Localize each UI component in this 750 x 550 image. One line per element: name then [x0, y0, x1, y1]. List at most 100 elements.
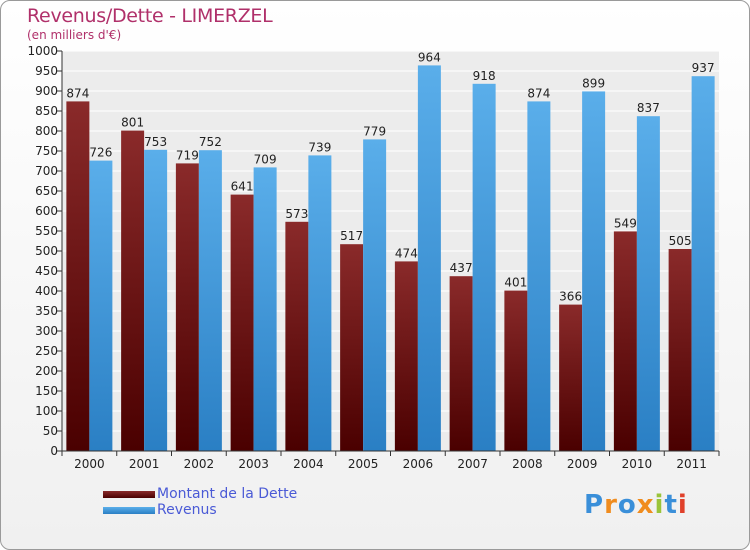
logo-letter: r: [604, 490, 618, 520]
x-tick-label: 2008: [512, 457, 543, 471]
data-label: 505: [669, 234, 692, 248]
data-label: 801: [121, 116, 144, 130]
x-tick-label: 2002: [184, 457, 215, 471]
y-tick-label: 350: [35, 304, 58, 318]
x-tick-label: 2003: [238, 457, 269, 471]
bar-dette: [504, 290, 528, 451]
bars: [66, 65, 715, 452]
axes: [57, 50, 720, 456]
legend-label-revenus: Revenus: [157, 502, 217, 518]
x-tick-label: 2005: [348, 457, 379, 471]
y-tick-label: 750: [35, 144, 58, 158]
y-tick-label: 900: [35, 84, 58, 98]
chart-subtitle: (en milliers d'€): [27, 28, 122, 42]
bar-dette: [175, 163, 199, 451]
labels: 0 50 100 150 200 250 300 350 400 450 500 550 600 650 7…: [27, 44, 714, 471]
y-tick-label: 800: [35, 124, 58, 138]
data-label: 874: [66, 86, 89, 100]
y-tick-label: 850: [35, 104, 58, 118]
y-tick-label: 500: [35, 244, 58, 258]
y-tick-label: 950: [35, 64, 58, 78]
data-label: 474: [395, 246, 418, 260]
legend-label-dette: Montant de la Dette: [157, 486, 298, 502]
y-tick-label: 700: [35, 164, 58, 178]
legend-item-dette: Montant de la Dette: [103, 486, 363, 504]
logo-letter: x: [636, 490, 655, 520]
data-label: 779: [363, 124, 386, 138]
logo-letter: P: [584, 490, 605, 520]
bar-revenus: [636, 116, 660, 451]
logo-letter: o: [617, 490, 637, 520]
bar-dette: [394, 261, 418, 451]
bar-revenus: [144, 149, 168, 452]
x-tick-label: 2006: [403, 457, 434, 471]
x-tick-label: 2010: [622, 457, 653, 471]
data-label: 437: [450, 261, 473, 275]
bar-dette: [668, 249, 692, 451]
data-label: 753: [144, 135, 167, 149]
data-label: 573: [285, 207, 308, 221]
bar-revenus: [691, 76, 715, 451]
y-tick-label: 600: [35, 204, 58, 218]
bar-dette: [340, 244, 364, 451]
bar-dette: [66, 101, 90, 452]
bar-revenus: [308, 155, 332, 451]
x-tick-label: 2004: [293, 457, 324, 471]
x-tick-label: 2001: [129, 457, 160, 471]
data-label: 366: [559, 290, 582, 304]
bar-dette: [449, 276, 473, 451]
bar-dette: [121, 130, 145, 451]
data-label: 874: [527, 86, 550, 100]
data-label: 964: [418, 50, 441, 64]
y-tick-label: 100: [35, 404, 58, 418]
data-label: 709: [254, 152, 277, 166]
y-tick-label: 0: [50, 444, 58, 458]
y-tick-label: 50: [43, 424, 58, 438]
y-tick-label: 550: [35, 224, 58, 238]
logo-letter: i: [654, 490, 665, 520]
y-tick-label: 400: [35, 284, 58, 298]
y-tick-label: 650: [35, 184, 58, 198]
data-label: 549: [614, 216, 637, 230]
legend-item-revenus: Revenus: [103, 502, 363, 520]
bar-dette: [230, 194, 254, 451]
bar-revenus: [472, 83, 496, 452]
data-label: 739: [308, 140, 331, 154]
bar-revenus: [582, 91, 606, 452]
chart-title: Revenus/Dette - LIMERZEL: [27, 5, 273, 27]
data-label: 641: [231, 180, 254, 194]
data-label: 401: [504, 276, 527, 290]
x-tick-label: 2011: [676, 457, 707, 471]
x-tick-label: 2007: [457, 457, 488, 471]
y-tick-label: 200: [35, 364, 58, 378]
y-tick-label: 450: [35, 264, 58, 278]
bar-dette: [285, 221, 309, 451]
bar-revenus: [363, 139, 387, 451]
bar-revenus: [417, 65, 441, 452]
data-label: 517: [340, 229, 363, 243]
legend: Montant de la Dette Revenus: [103, 486, 363, 520]
logo-letter: i: [677, 490, 688, 520]
y-tick-label: 250: [35, 344, 58, 358]
grid-lines: [62, 50, 719, 452]
x-tick-label: 2000: [74, 457, 105, 471]
data-label: 726: [89, 146, 112, 160]
bar-dette: [613, 231, 637, 451]
data-label: 752: [199, 135, 222, 149]
bar-revenus: [89, 160, 113, 451]
bar-dette: [559, 304, 583, 451]
bar-revenus: [527, 101, 551, 452]
bar-revenus: [198, 150, 222, 451]
data-label: 918: [473, 69, 496, 83]
data-label: 899: [582, 76, 605, 90]
bar-revenus: [253, 167, 277, 451]
x-tick-label: 2009: [567, 457, 598, 471]
y-tick-label: 300: [35, 324, 58, 338]
proxiti-logo: Proxiti: [584, 490, 688, 520]
y-tick-label: 1000: [27, 44, 58, 58]
data-label: 837: [637, 101, 660, 115]
legend-swatch-dette: [103, 491, 155, 498]
logo-letter: t: [664, 490, 678, 520]
